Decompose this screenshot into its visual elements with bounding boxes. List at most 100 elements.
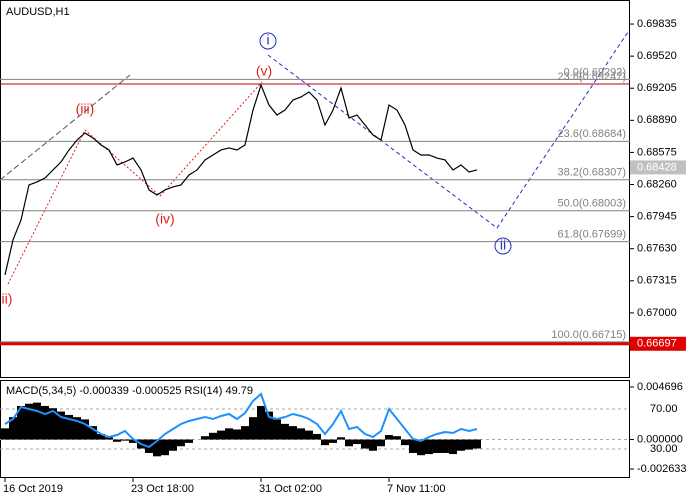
x-tick-label: 31 Oct 02:00 bbox=[259, 483, 322, 495]
y-tick-label: 0.004696 bbox=[637, 381, 683, 393]
macd-bar bbox=[1, 428, 9, 440]
macd-bar bbox=[433, 439, 441, 453]
y2-tick-label: 70.00 bbox=[650, 403, 678, 415]
macd-bar bbox=[17, 405, 25, 440]
fib-label: 23.6(0.69247) bbox=[558, 71, 627, 83]
macd-bar bbox=[457, 439, 465, 451]
macd-bar bbox=[121, 439, 129, 441]
macd-bar bbox=[217, 430, 225, 440]
macd-bar bbox=[409, 439, 417, 453]
y2-tick-label: 30.00 bbox=[650, 443, 678, 455]
indicator-title: MACD(5,34,5) -0.000339 -0.000525 RSI(14)… bbox=[6, 385, 253, 397]
macd-bar bbox=[25, 403, 33, 440]
macd-bar bbox=[185, 439, 193, 443]
chart-title: AUDUSD,H1 bbox=[6, 6, 70, 18]
last-price-box bbox=[630, 160, 686, 175]
macd-bar bbox=[473, 439, 481, 449]
y-tick-label: 0.67315 bbox=[637, 275, 677, 287]
projection-line bbox=[267, 31, 629, 229]
macd-bar bbox=[49, 408, 57, 440]
fib-label: 0.0(0.69292) bbox=[564, 66, 626, 78]
macd-bar bbox=[313, 433, 321, 440]
macd-bar bbox=[281, 423, 289, 440]
x-tick-label: 7 Nov 11:00 bbox=[387, 483, 446, 495]
macd-bar bbox=[41, 405, 49, 440]
macd-bar bbox=[65, 414, 73, 440]
macd-bar bbox=[9, 417, 17, 440]
macd-bar bbox=[361, 439, 369, 449]
macd-bar bbox=[321, 439, 329, 446]
macd-bar bbox=[265, 411, 273, 440]
macd-bar bbox=[89, 426, 97, 440]
macd-bar bbox=[241, 426, 249, 440]
macd-bar bbox=[337, 437, 345, 440]
wave-label: (iv) bbox=[155, 211, 174, 227]
macd-bar bbox=[369, 439, 377, 451]
support-box bbox=[630, 336, 686, 351]
macd-bar bbox=[209, 432, 217, 440]
macd-bar bbox=[273, 419, 281, 440]
macd-bar bbox=[225, 428, 233, 440]
rsi-line bbox=[4, 392, 478, 449]
wave-line bbox=[7, 81, 263, 285]
y-tick-label: 0.68260 bbox=[637, 178, 677, 190]
fib-label: 100.0(0.66715) bbox=[551, 329, 626, 341]
macd-bar bbox=[81, 419, 89, 440]
macd-bar bbox=[129, 439, 137, 443]
macd-bar bbox=[345, 439, 353, 447]
fib-label: 23.6(0.68684) bbox=[558, 128, 627, 140]
macd-bar bbox=[113, 439, 121, 442]
y-tick-label: 0.69835 bbox=[637, 18, 677, 30]
fib-label: 38.2(0.68307) bbox=[558, 167, 627, 179]
y-tick-label: 0.69520 bbox=[637, 50, 677, 62]
y-tick-label: -0.002633 bbox=[637, 463, 687, 475]
macd-bar bbox=[289, 426, 297, 440]
macd-bar bbox=[249, 417, 257, 440]
y-tick-label: 0.68890 bbox=[637, 114, 677, 126]
macd-bar bbox=[329, 439, 337, 443]
price-panel bbox=[0, 0, 630, 378]
macd-bar bbox=[297, 428, 305, 440]
indicator-panel bbox=[0, 380, 630, 478]
macd-bar bbox=[393, 436, 401, 440]
macd-bar bbox=[97, 433, 105, 440]
y-tick-label: 0.68575 bbox=[637, 146, 677, 158]
y-tick-label: 0.67000 bbox=[637, 307, 677, 319]
macd-bar bbox=[201, 436, 209, 440]
wave-label: ii bbox=[500, 237, 506, 253]
fib-label: 50.0(0.68003) bbox=[558, 198, 627, 210]
macd-bar bbox=[377, 439, 385, 447]
fib-label: 61.8(0.67699) bbox=[558, 229, 627, 241]
trend-line bbox=[0, 74, 131, 181]
macd-bar bbox=[73, 417, 81, 440]
macd-bar bbox=[161, 439, 169, 456]
y-tick-label: 0.69205 bbox=[637, 82, 677, 94]
x-tick-label: 23 Oct 18:00 bbox=[131, 483, 194, 495]
macd-bar bbox=[305, 430, 313, 440]
wave-label: ii) bbox=[2, 291, 13, 307]
macd-bar bbox=[353, 439, 361, 445]
macd-bar bbox=[153, 439, 161, 457]
macd-bar bbox=[425, 439, 433, 455]
macd-bar bbox=[449, 439, 457, 455]
support-label: 0.66697 bbox=[637, 338, 677, 350]
macd-bar bbox=[177, 439, 185, 447]
wave-circle bbox=[494, 237, 512, 255]
macd-bar bbox=[417, 439, 425, 456]
macd-bar bbox=[257, 405, 265, 440]
macd-bar bbox=[401, 439, 409, 446]
macd-bar bbox=[233, 429, 241, 440]
wave-label: i bbox=[266, 32, 269, 48]
y-tick-label: 0.67945 bbox=[637, 211, 677, 223]
x-tick-label: 16 Oct 2019 bbox=[3, 483, 63, 495]
wave-label: (iii) bbox=[76, 101, 95, 117]
wave-circle bbox=[259, 32, 277, 50]
price-line bbox=[4, 83, 478, 276]
wave-label: (v) bbox=[256, 63, 272, 79]
macd-bar bbox=[169, 439, 177, 451]
last-price-label: 0.68428 bbox=[637, 161, 677, 173]
macd-bar bbox=[57, 411, 65, 440]
macd-bar bbox=[441, 439, 449, 453]
